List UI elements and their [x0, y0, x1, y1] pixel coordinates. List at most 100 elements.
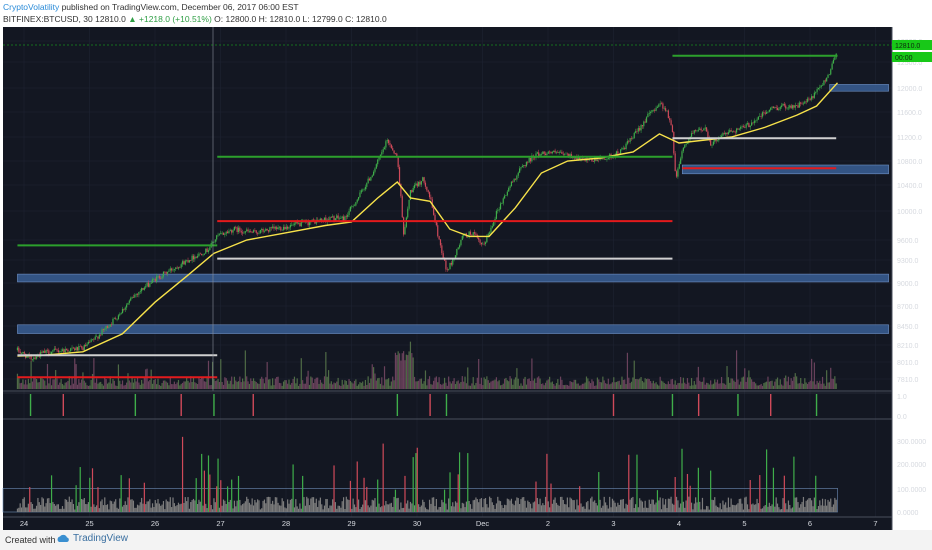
indicator-2-bar	[449, 472, 451, 512]
candle-body	[493, 221, 495, 227]
candle-body	[164, 271, 166, 273]
candle-body	[686, 142, 689, 144]
indicator-2-bar	[589, 498, 592, 512]
volume-bar	[835, 383, 837, 389]
volume-bar	[670, 379, 672, 389]
volume-bar	[145, 369, 147, 389]
candle-body	[428, 192, 431, 198]
indicator-2-bar	[109, 500, 111, 512]
indicator-1-spike	[671, 394, 674, 416]
indicator-2-bar	[614, 502, 616, 512]
candle-body	[373, 171, 375, 176]
volume-bar	[512, 384, 514, 389]
volume-bar	[508, 381, 510, 389]
volume-bar	[57, 384, 59, 389]
tradingview-brand[interactable]: TradingView	[56, 533, 128, 544]
price-tag-label: 00:00	[895, 55, 913, 62]
volume-bar	[289, 384, 291, 389]
volume-bar	[409, 341, 412, 389]
candle-body	[516, 175, 518, 180]
candle-body	[292, 224, 294, 226]
indicator-2-bar	[767, 506, 769, 512]
indicator-2-bar	[744, 497, 746, 512]
indicator-2-bar	[438, 507, 440, 512]
candle-body	[640, 125, 642, 131]
price-change: ▲ +1218.0 (+10.51%)	[128, 14, 212, 24]
volume-bar	[362, 381, 364, 389]
indicator-2-bar	[467, 453, 469, 512]
volume-bar	[151, 383, 154, 389]
candle-body	[48, 350, 50, 355]
indicator-2-bar	[196, 503, 199, 512]
volume-bar	[711, 384, 713, 389]
volume-bar	[214, 380, 216, 389]
volume-bar	[288, 379, 290, 389]
volume-bar	[72, 383, 74, 389]
indicator-2-bar	[624, 508, 626, 512]
candle-body	[778, 108, 780, 111]
indicator-2-bar	[824, 499, 826, 512]
indicator-2-bar	[367, 505, 369, 512]
candle-body	[161, 276, 163, 279]
candle-body	[408, 199, 410, 209]
volume-bar	[333, 382, 335, 389]
candle-body	[106, 326, 109, 328]
candle-body	[742, 126, 745, 128]
indicator-1-spike	[396, 394, 399, 416]
candle-body	[237, 227, 240, 232]
candle-body	[488, 232, 491, 234]
volume-bar	[490, 381, 492, 389]
indicator-2-bar	[832, 504, 835, 512]
indicator-2-bar	[56, 504, 58, 512]
candle-body	[696, 130, 698, 132]
volume-bar	[630, 381, 633, 389]
indicator-2-bar	[529, 503, 532, 512]
indicator-2-bar	[400, 502, 402, 512]
volume-bar	[535, 382, 537, 389]
volume-bar	[392, 376, 394, 389]
candle-body	[625, 143, 627, 150]
candle-body	[341, 216, 343, 219]
candle-body	[830, 69, 832, 75]
volume-bar	[64, 382, 66, 389]
volume-bar	[562, 385, 564, 389]
indicator-2-bar	[488, 496, 491, 512]
indicator-2-bar	[797, 502, 799, 512]
volume-bar	[722, 383, 724, 389]
volume-bar	[165, 381, 167, 389]
candle-body	[46, 349, 49, 351]
candle-body	[813, 92, 815, 98]
candle-body	[293, 223, 296, 225]
volume-bar	[205, 381, 207, 389]
volume-bar	[386, 379, 388, 389]
volume-bar	[353, 380, 356, 389]
volume-bar	[340, 385, 342, 389]
candle-body	[433, 207, 435, 215]
candle-body	[633, 132, 635, 139]
candle-body	[467, 236, 469, 238]
indicator-2-bar	[826, 505, 828, 512]
candle-body	[111, 324, 113, 325]
indicator-2-bar	[63, 508, 65, 512]
volume-bar	[172, 384, 174, 389]
author-link[interactable]: CryptoVolatility	[3, 2, 60, 12]
candle-body	[198, 253, 200, 256]
candle-body	[675, 171, 678, 177]
candle-body	[132, 297, 135, 298]
candle-body	[660, 103, 663, 104]
candle-body	[490, 227, 492, 233]
volume-bar	[235, 380, 237, 389]
candle-body	[154, 278, 156, 282]
indicator-2-bar	[87, 502, 90, 512]
time-tick-label: 24	[20, 519, 28, 528]
indicator-2-bar	[162, 501, 165, 512]
candle-body	[540, 154, 543, 155]
indicator-2-bar	[158, 503, 160, 512]
candle-body	[252, 230, 255, 233]
volume-bar	[572, 382, 574, 389]
volume-bar	[446, 385, 448, 389]
indicator-2-bar	[336, 508, 338, 512]
indicator-2-bar	[456, 502, 458, 512]
indicator-2-bar	[479, 498, 481, 512]
